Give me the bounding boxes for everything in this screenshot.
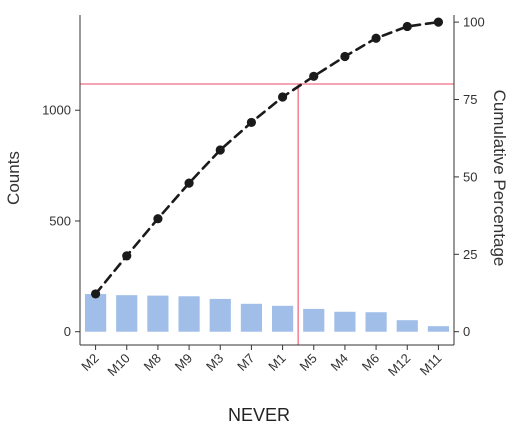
x-tick-label: M4 [328,351,351,374]
x-tick-label: M12 [385,351,413,379]
x-tick-label: M1 [265,351,288,374]
cumulative-point-M2 [90,289,101,299]
bar-M6 [365,312,387,332]
bar-M11 [427,326,450,332]
bar-M5 [303,308,325,332]
x-tick-label: M2 [78,351,101,374]
cumulative-point-M12 [402,21,412,32]
y-tick-label: 1000 [42,103,71,118]
cumulative-point-M5 [309,71,319,81]
bar-M4 [334,311,356,332]
y-axis-title: Counts [4,151,23,205]
cumulative-point-M9 [184,178,194,188]
y2-axis-title: Cumulative Percentage [490,90,509,267]
y2-tick-label: 100 [463,15,485,30]
y-tick-label: 500 [49,213,71,228]
bars-layer [84,294,450,332]
x-tick-label: M3 [203,351,226,374]
x-tick-label: M9 [172,351,195,374]
cumulative-point-M7 [246,117,257,128]
y2-tick-label: 50 [463,169,477,184]
x-tick-label: M10 [104,351,132,379]
x-tick-label: M5 [296,351,319,374]
cumulative-point-M10 [122,251,132,261]
bar-M9 [178,296,200,332]
cumulative-point-M1 [277,92,288,102]
bar-M7 [240,303,263,332]
x-tick-label: M11 [417,351,445,379]
bar-M2 [84,294,107,332]
x-tick-label: M7 [234,351,257,374]
bar-M3 [209,298,231,332]
bar-M10 [116,295,138,332]
cumulative-point-M6 [371,33,381,43]
bar-M12 [396,320,418,332]
cumulative-point-M8 [153,214,163,224]
bar-M8 [147,295,169,332]
cumulative-line [94,20,440,296]
reference-lines [80,83,454,345]
bar-M1 [271,305,294,332]
y2-tick-label: 75 [463,92,477,107]
cumulative-point-M3 [215,145,225,155]
cumulative-point-M11 [433,17,444,27]
y-tick-label: 0 [64,324,71,339]
x-tick-label: M6 [359,351,382,374]
cumulative-point-M4 [340,51,350,62]
y2-tick-label: 25 [463,247,477,262]
cumulative-line-layer [90,17,444,299]
y2-tick-label: 0 [463,324,470,339]
x-tick-label: M8 [141,351,164,374]
x-axis-title: NEVER [228,405,290,425]
